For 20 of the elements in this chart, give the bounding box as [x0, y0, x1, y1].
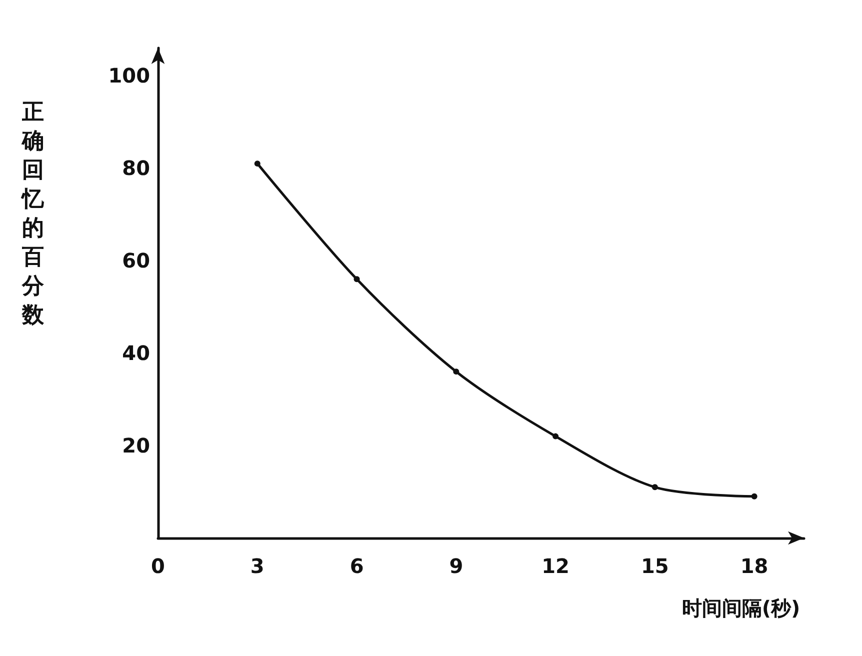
y-axis-title: 正确回忆的百分数 — [20, 100, 45, 328]
x-tick-label: 9 — [449, 554, 464, 578]
point — [254, 160, 260, 167]
point — [453, 368, 460, 375]
x-tick-label: 3 — [250, 554, 264, 578]
point — [652, 484, 658, 490]
y-tick-label: 40 — [122, 341, 150, 366]
y-tick-label: 80 — [122, 156, 150, 180]
y-tick-label: 20 — [122, 434, 150, 458]
x-axis-title: 时间间隔(秒) — [682, 596, 800, 620]
y-tick-label: 100 — [108, 64, 150, 88]
x-tick-label: 12 — [542, 554, 570, 578]
x-tick-label: 6 — [350, 554, 364, 578]
x-tick-label: 15 — [641, 554, 669, 578]
x-tick-label: 0 — [151, 554, 165, 578]
point — [354, 276, 360, 282]
point — [552, 433, 559, 440]
point — [751, 493, 758, 500]
y-tick-label: 60 — [122, 248, 150, 273]
x-tick-label: 18 — [740, 554, 768, 578]
